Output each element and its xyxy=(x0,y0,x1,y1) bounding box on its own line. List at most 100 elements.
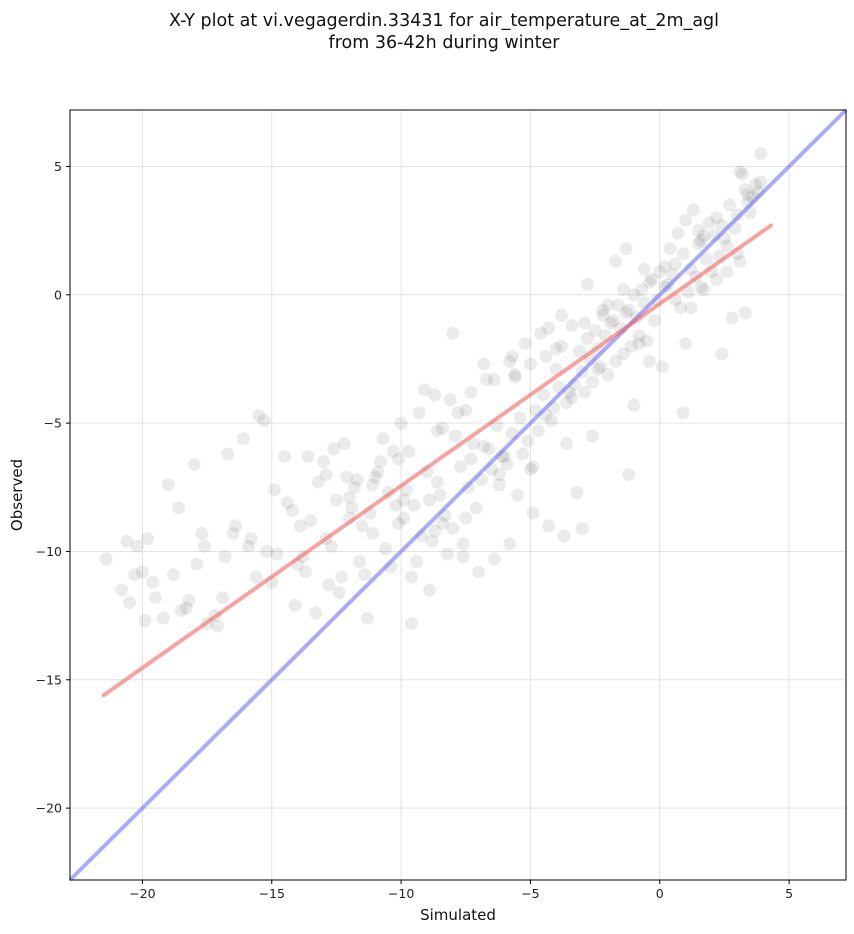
data-point xyxy=(503,537,517,551)
data-point xyxy=(542,519,556,533)
data-point xyxy=(267,483,281,497)
data-point xyxy=(301,450,315,463)
data-point xyxy=(513,411,527,425)
data-point xyxy=(479,373,493,386)
data-point xyxy=(503,355,517,369)
data-point xyxy=(754,175,768,189)
data-point xyxy=(694,234,708,248)
data-point xyxy=(609,254,623,268)
data-point xyxy=(430,424,444,438)
data-point xyxy=(226,527,240,540)
data-point xyxy=(236,432,250,446)
data-point xyxy=(710,211,724,225)
data-point xyxy=(668,257,682,271)
data-point xyxy=(736,167,750,181)
data-point xyxy=(637,262,651,276)
data-point xyxy=(622,303,636,317)
data-point xyxy=(632,329,646,343)
data-point xyxy=(697,283,711,297)
data-point xyxy=(146,575,160,589)
data-point xyxy=(684,301,698,315)
data-point xyxy=(195,527,209,540)
data-point xyxy=(554,308,568,322)
data-point xyxy=(487,552,501,566)
data-point xyxy=(130,539,144,553)
data-point xyxy=(366,478,380,492)
data-point xyxy=(521,434,535,448)
data-point xyxy=(148,591,162,605)
data-point xyxy=(591,362,605,376)
data-point xyxy=(531,424,545,438)
data-point xyxy=(725,311,739,325)
data-point xyxy=(586,429,600,443)
data-point xyxy=(681,285,695,299)
data-point xyxy=(723,198,737,212)
y-tick-label: 0 xyxy=(54,287,62,302)
data-point xyxy=(278,450,292,463)
data-point xyxy=(694,280,708,294)
data-point xyxy=(285,503,299,517)
data-point xyxy=(671,226,685,240)
data-point xyxy=(138,614,152,628)
data-point xyxy=(345,501,359,515)
data-point xyxy=(229,519,243,533)
data-point xyxy=(335,570,349,584)
data-point xyxy=(360,611,374,625)
data-point xyxy=(309,606,323,620)
data-point xyxy=(172,501,186,515)
data-point xyxy=(578,316,592,330)
data-point xyxy=(459,403,473,417)
x-tick-label: −15 xyxy=(259,886,285,901)
data-point xyxy=(322,578,336,592)
data-point xyxy=(565,390,579,404)
data-point xyxy=(280,496,294,510)
plot-frame xyxy=(69,109,847,881)
data-point xyxy=(516,447,530,461)
data-point xyxy=(526,460,540,474)
data-point xyxy=(754,147,768,161)
data-point xyxy=(397,511,411,525)
data-point xyxy=(554,339,568,353)
reference-lines xyxy=(68,108,848,882)
data-point xyxy=(386,444,400,458)
data-point xyxy=(166,568,180,582)
data-point xyxy=(435,516,449,530)
data-point xyxy=(319,467,333,481)
data-point xyxy=(187,457,201,471)
data-point xyxy=(627,288,641,302)
data-point xyxy=(557,529,571,543)
data-point xyxy=(679,213,693,227)
data-point xyxy=(544,414,558,428)
data-point xyxy=(428,524,442,538)
data-point xyxy=(337,437,351,451)
chart-title-line-2: from 36-42h during winter xyxy=(329,33,561,53)
data-point xyxy=(99,552,113,566)
data-point xyxy=(373,455,387,469)
data-point xyxy=(487,373,501,386)
data-point xyxy=(446,326,460,340)
data-point xyxy=(505,349,519,363)
data-point xyxy=(316,455,330,469)
data-point xyxy=(435,421,449,435)
data-point xyxy=(430,475,444,489)
fit-line xyxy=(101,223,773,698)
x-tick-label: 5 xyxy=(785,886,793,901)
data-point xyxy=(459,511,473,525)
data-point xyxy=(161,478,175,492)
data-point xyxy=(454,460,468,474)
data-point xyxy=(448,429,462,443)
data-point xyxy=(632,337,646,351)
y-tick-label: −15 xyxy=(36,672,62,687)
data-point xyxy=(663,242,677,256)
data-point xyxy=(593,360,607,374)
data-point xyxy=(379,542,393,556)
data-point xyxy=(368,470,382,484)
data-point xyxy=(500,457,514,471)
identity-line xyxy=(68,108,848,882)
chart-title-line-1: X-Y plot at vi.vegagerdin.33431 for air_… xyxy=(169,11,719,31)
data-point xyxy=(423,583,437,597)
data-point xyxy=(355,519,369,533)
data-point xyxy=(604,316,618,330)
data-point xyxy=(653,265,667,279)
